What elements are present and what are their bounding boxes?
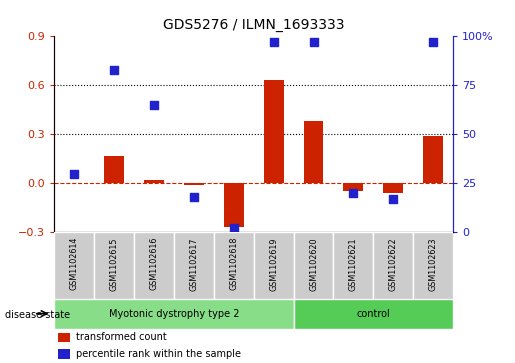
Bar [294,232,334,299]
Bar [58,333,70,342]
Bar [264,80,284,183]
Bar [174,232,214,299]
Text: GSM1102620: GSM1102620 [309,237,318,290]
Bar [54,232,94,299]
Point [310,39,318,45]
Point [349,190,357,196]
Text: GSM1102623: GSM1102623 [429,237,438,290]
Bar [134,232,174,299]
Bar [294,299,453,329]
Text: transformed count: transformed count [76,333,167,342]
Bar [253,232,294,299]
Bar [104,155,124,183]
Bar [184,183,204,185]
Bar [58,349,70,359]
Bar [224,183,244,227]
Point [269,39,278,45]
Bar [144,180,164,183]
Text: GSM1102617: GSM1102617 [190,237,198,290]
Text: GSM1102621: GSM1102621 [349,237,358,290]
Text: Myotonic dystrophy type 2: Myotonic dystrophy type 2 [109,309,239,319]
Text: percentile rank within the sample: percentile rank within the sample [76,349,241,359]
Text: GSM1102616: GSM1102616 [149,237,158,290]
Point [150,102,158,108]
Point [429,39,437,45]
Bar [383,183,403,193]
Bar [413,232,453,299]
Text: GSM1102622: GSM1102622 [389,237,398,291]
Text: GSM1102614: GSM1102614 [70,237,78,290]
Bar [373,232,413,299]
Text: GSM1102615: GSM1102615 [110,237,118,290]
Point [389,196,398,202]
Text: GSM1102619: GSM1102619 [269,237,278,290]
Bar [54,299,294,329]
Bar [94,232,134,299]
Point [190,194,198,200]
Point [110,67,118,73]
Point [70,171,78,176]
Bar [303,121,323,183]
Text: disease state: disease state [5,310,70,320]
Bar [334,232,373,299]
Bar [344,183,364,192]
Title: GDS5276 / ILMN_1693333: GDS5276 / ILMN_1693333 [163,19,345,33]
Text: GSM1102618: GSM1102618 [229,237,238,290]
Bar [423,136,443,183]
Bar [214,232,253,299]
Point [230,225,238,231]
Text: control: control [356,309,390,319]
